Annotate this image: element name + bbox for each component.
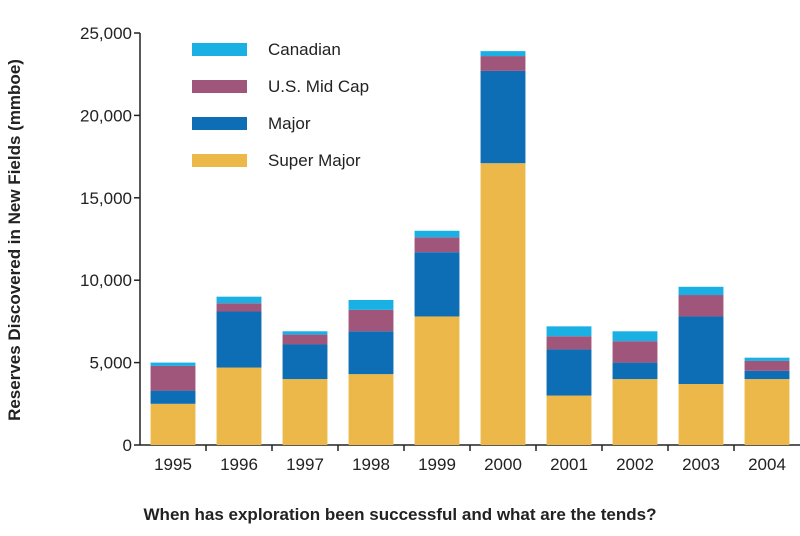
bar-segment-u-s-mid-cap	[480, 56, 526, 71]
legend-label: U.S. Mid Cap	[268, 77, 369, 96]
bar-segment-super-major	[546, 395, 592, 445]
bar-segment-super-major	[282, 379, 328, 445]
x-tick-label: 1997	[286, 455, 324, 474]
bar-segment-u-s-mid-cap	[150, 365, 196, 391]
bar-segment-u-s-mid-cap	[546, 336, 592, 350]
bar-segment-canadian	[150, 362, 196, 366]
bar-segment-u-s-mid-cap	[678, 295, 724, 317]
bar-segment-super-major	[744, 379, 790, 445]
bar-segment-canadian	[546, 326, 592, 337]
bar-segment-u-s-mid-cap	[744, 360, 790, 371]
y-tick-label: 5,000	[89, 354, 132, 373]
legend-swatch	[192, 154, 247, 167]
chart-caption: When has exploration been successful and…	[143, 505, 657, 524]
legend-label: Major	[268, 114, 311, 133]
bars	[150, 51, 790, 445]
x-tick-label: 1999	[418, 455, 456, 474]
bar-segment-canadian	[282, 331, 328, 335]
bar-segment-major	[744, 370, 790, 380]
x-tick-label: 2004	[748, 455, 786, 474]
bar-segment-super-major	[216, 367, 262, 445]
bar-segment-u-s-mid-cap	[348, 309, 394, 332]
bar-segment-major	[282, 344, 328, 380]
bar-segment-super-major	[678, 384, 724, 445]
legend-swatch	[192, 80, 247, 93]
bar-segment-canadian	[678, 286, 724, 296]
bar-segment-canadian	[744, 357, 790, 361]
y-tick-label: 20,000	[80, 106, 132, 125]
bar-segment-u-s-mid-cap	[612, 341, 658, 363]
legend-swatch	[192, 43, 247, 56]
bar-segment-major	[348, 331, 394, 375]
bar-segment-canadian	[480, 51, 526, 57]
bar-segment-canadian	[414, 230, 460, 238]
bar-segment-u-s-mid-cap	[216, 303, 262, 312]
x-tick-label: 2001	[550, 455, 588, 474]
bar-segment-canadian	[612, 331, 658, 342]
bar-segment-super-major	[414, 316, 460, 445]
x-tick-label: 1998	[352, 455, 390, 474]
bar-segment-canadian	[348, 299, 394, 310]
bar-segment-super-major	[348, 374, 394, 445]
bar-segment-major	[678, 316, 724, 385]
legend-label: Canadian	[268, 40, 341, 59]
y-tick-label: 10,000	[80, 271, 132, 290]
x-tick-label: 2000	[484, 455, 522, 474]
bar-segment-super-major	[480, 163, 526, 445]
y-axis: 0 5,000 10,000 15,000 20,000 25,000	[80, 24, 141, 455]
bar-segment-canadian	[216, 296, 262, 304]
legend: Canadian U.S. Mid Cap Major Super Major	[192, 40, 369, 170]
bar-segment-major	[216, 311, 262, 368]
bar-segment-major	[612, 362, 658, 380]
bar-segment-major	[480, 70, 526, 164]
bar-segment-major	[150, 390, 196, 404]
y-tick-label: 15,000	[80, 189, 132, 208]
y-tick-label: 0	[123, 436, 132, 455]
bar-segment-major	[546, 349, 592, 396]
bar-segment-u-s-mid-cap	[282, 334, 328, 345]
x-tick-label: 1995	[154, 455, 192, 474]
bar-segment-major	[414, 252, 460, 317]
x-tick-label: 2002	[616, 455, 654, 474]
y-axis-title: Reserves Discovered in New Fields (mmboe…	[5, 59, 24, 421]
x-tick-label: 2003	[682, 455, 720, 474]
legend-label: Super Major	[268, 151, 361, 170]
bar-segment-u-s-mid-cap	[414, 237, 460, 253]
bar-segment-super-major	[612, 379, 658, 445]
y-tick-label: 25,000	[80, 24, 132, 43]
x-tick-label: 1996	[220, 455, 258, 474]
legend-swatch	[192, 117, 247, 130]
stacked-bar-chart: Reserves Discovered in New Fields (mmboe…	[5, 24, 800, 474]
bar-segment-super-major	[150, 403, 196, 445]
x-axis: 1995 1996 1997 1998 1999 2000 2001 2002 2003 2004	[140, 444, 800, 474]
